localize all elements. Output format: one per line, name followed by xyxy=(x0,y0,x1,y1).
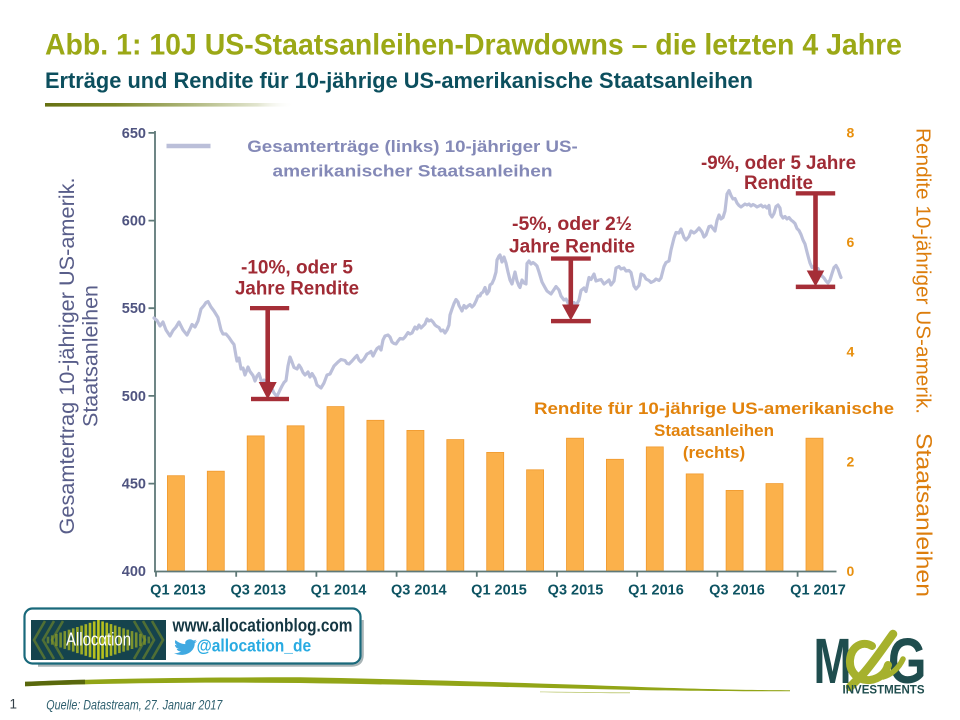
svg-text:500: 500 xyxy=(122,389,146,405)
svg-text:M: M xyxy=(814,625,852,697)
svg-text:Q1 2015: Q1 2015 xyxy=(471,583,527,599)
svg-text:Gesamtertrag 10-jähriger US-am: Gesamtertrag 10-jähriger US-amerik. xyxy=(55,177,79,534)
svg-text:Abb. 1: 10J US-Staatsanleihen-: Abb. 1: 10J US-Staatsanleihen-Drawdowns … xyxy=(45,29,902,62)
svg-text:0: 0 xyxy=(847,563,855,579)
svg-text:Staatsanleihen: Staatsanleihen xyxy=(79,285,103,427)
svg-text:Quelle: Datastream, 27. Januar: Quelle: Datastream, 27. Januar 2017 xyxy=(46,696,223,712)
svg-text:amerikanischer Staatsanleihen: amerikanischer Staatsanleihen xyxy=(273,163,553,181)
svg-text:Q1 2017: Q1 2017 xyxy=(790,583,846,599)
svg-text:600: 600 xyxy=(122,214,146,230)
svg-text:2: 2 xyxy=(847,453,855,469)
svg-text:-9%, oder 5 Jahre: -9%, oder 5 Jahre xyxy=(701,153,856,174)
svg-text:www.allocationblog.com: www.allocationblog.com xyxy=(172,616,353,636)
svg-text:Q3 2016: Q3 2016 xyxy=(709,583,765,599)
svg-text:400: 400 xyxy=(122,564,146,580)
svg-text:8: 8 xyxy=(847,125,855,141)
svg-text:Rendite für 10-jährige US-amer: Rendite für 10-jährige US-amerikanische xyxy=(534,399,894,418)
svg-text:Q3 2014: Q3 2014 xyxy=(391,583,447,599)
svg-text:450: 450 xyxy=(122,477,146,493)
svg-text:(rechts): (rechts) xyxy=(683,443,745,462)
svg-text:@allocation_de: @allocation_de xyxy=(197,636,312,656)
svg-text:-5%, oder 2½: -5%, oder 2½ xyxy=(512,214,632,235)
svg-text:Erträge und Rendite für 10-jäh: Erträge und Rendite für 10-jährige US-am… xyxy=(45,68,753,93)
svg-text:Staatsanleihen: Staatsanleihen xyxy=(654,421,774,440)
svg-text:Gesamterträge (links) 10-jähri: Gesamterträge (links) 10-jähriger US- xyxy=(247,138,578,156)
svg-text:-10%, oder 5: -10%, oder 5 xyxy=(241,258,353,279)
svg-text:Allocαtion: Allocαtion xyxy=(66,630,131,650)
svg-text:Rendite 10-jähriger US-amerik.: Rendite 10-jähriger US-amerik. xyxy=(912,128,935,414)
svg-text:Rendite: Rendite xyxy=(744,173,813,194)
svg-text:Q3 2015: Q3 2015 xyxy=(548,583,604,599)
svg-text:6: 6 xyxy=(847,234,855,250)
svg-text:Staatsanleihen: Staatsanleihen xyxy=(912,433,937,597)
svg-text:Q1 2013: Q1 2013 xyxy=(150,583,206,599)
svg-text:550: 550 xyxy=(122,301,146,317)
svg-text:Jahre Rendite: Jahre Rendite xyxy=(509,237,635,258)
svg-text:650: 650 xyxy=(122,126,146,142)
svg-text:Jahre Rendite: Jahre Rendite xyxy=(235,279,359,300)
svg-text:Q1 2016: Q1 2016 xyxy=(628,583,684,599)
svg-text:INVESTMENTS: INVESTMENTS xyxy=(843,685,925,697)
svg-text:Q3 2013: Q3 2013 xyxy=(230,583,286,599)
svg-text:Q1 2014: Q1 2014 xyxy=(311,583,367,599)
svg-text:1: 1 xyxy=(10,697,18,712)
svg-text:4: 4 xyxy=(847,344,855,360)
